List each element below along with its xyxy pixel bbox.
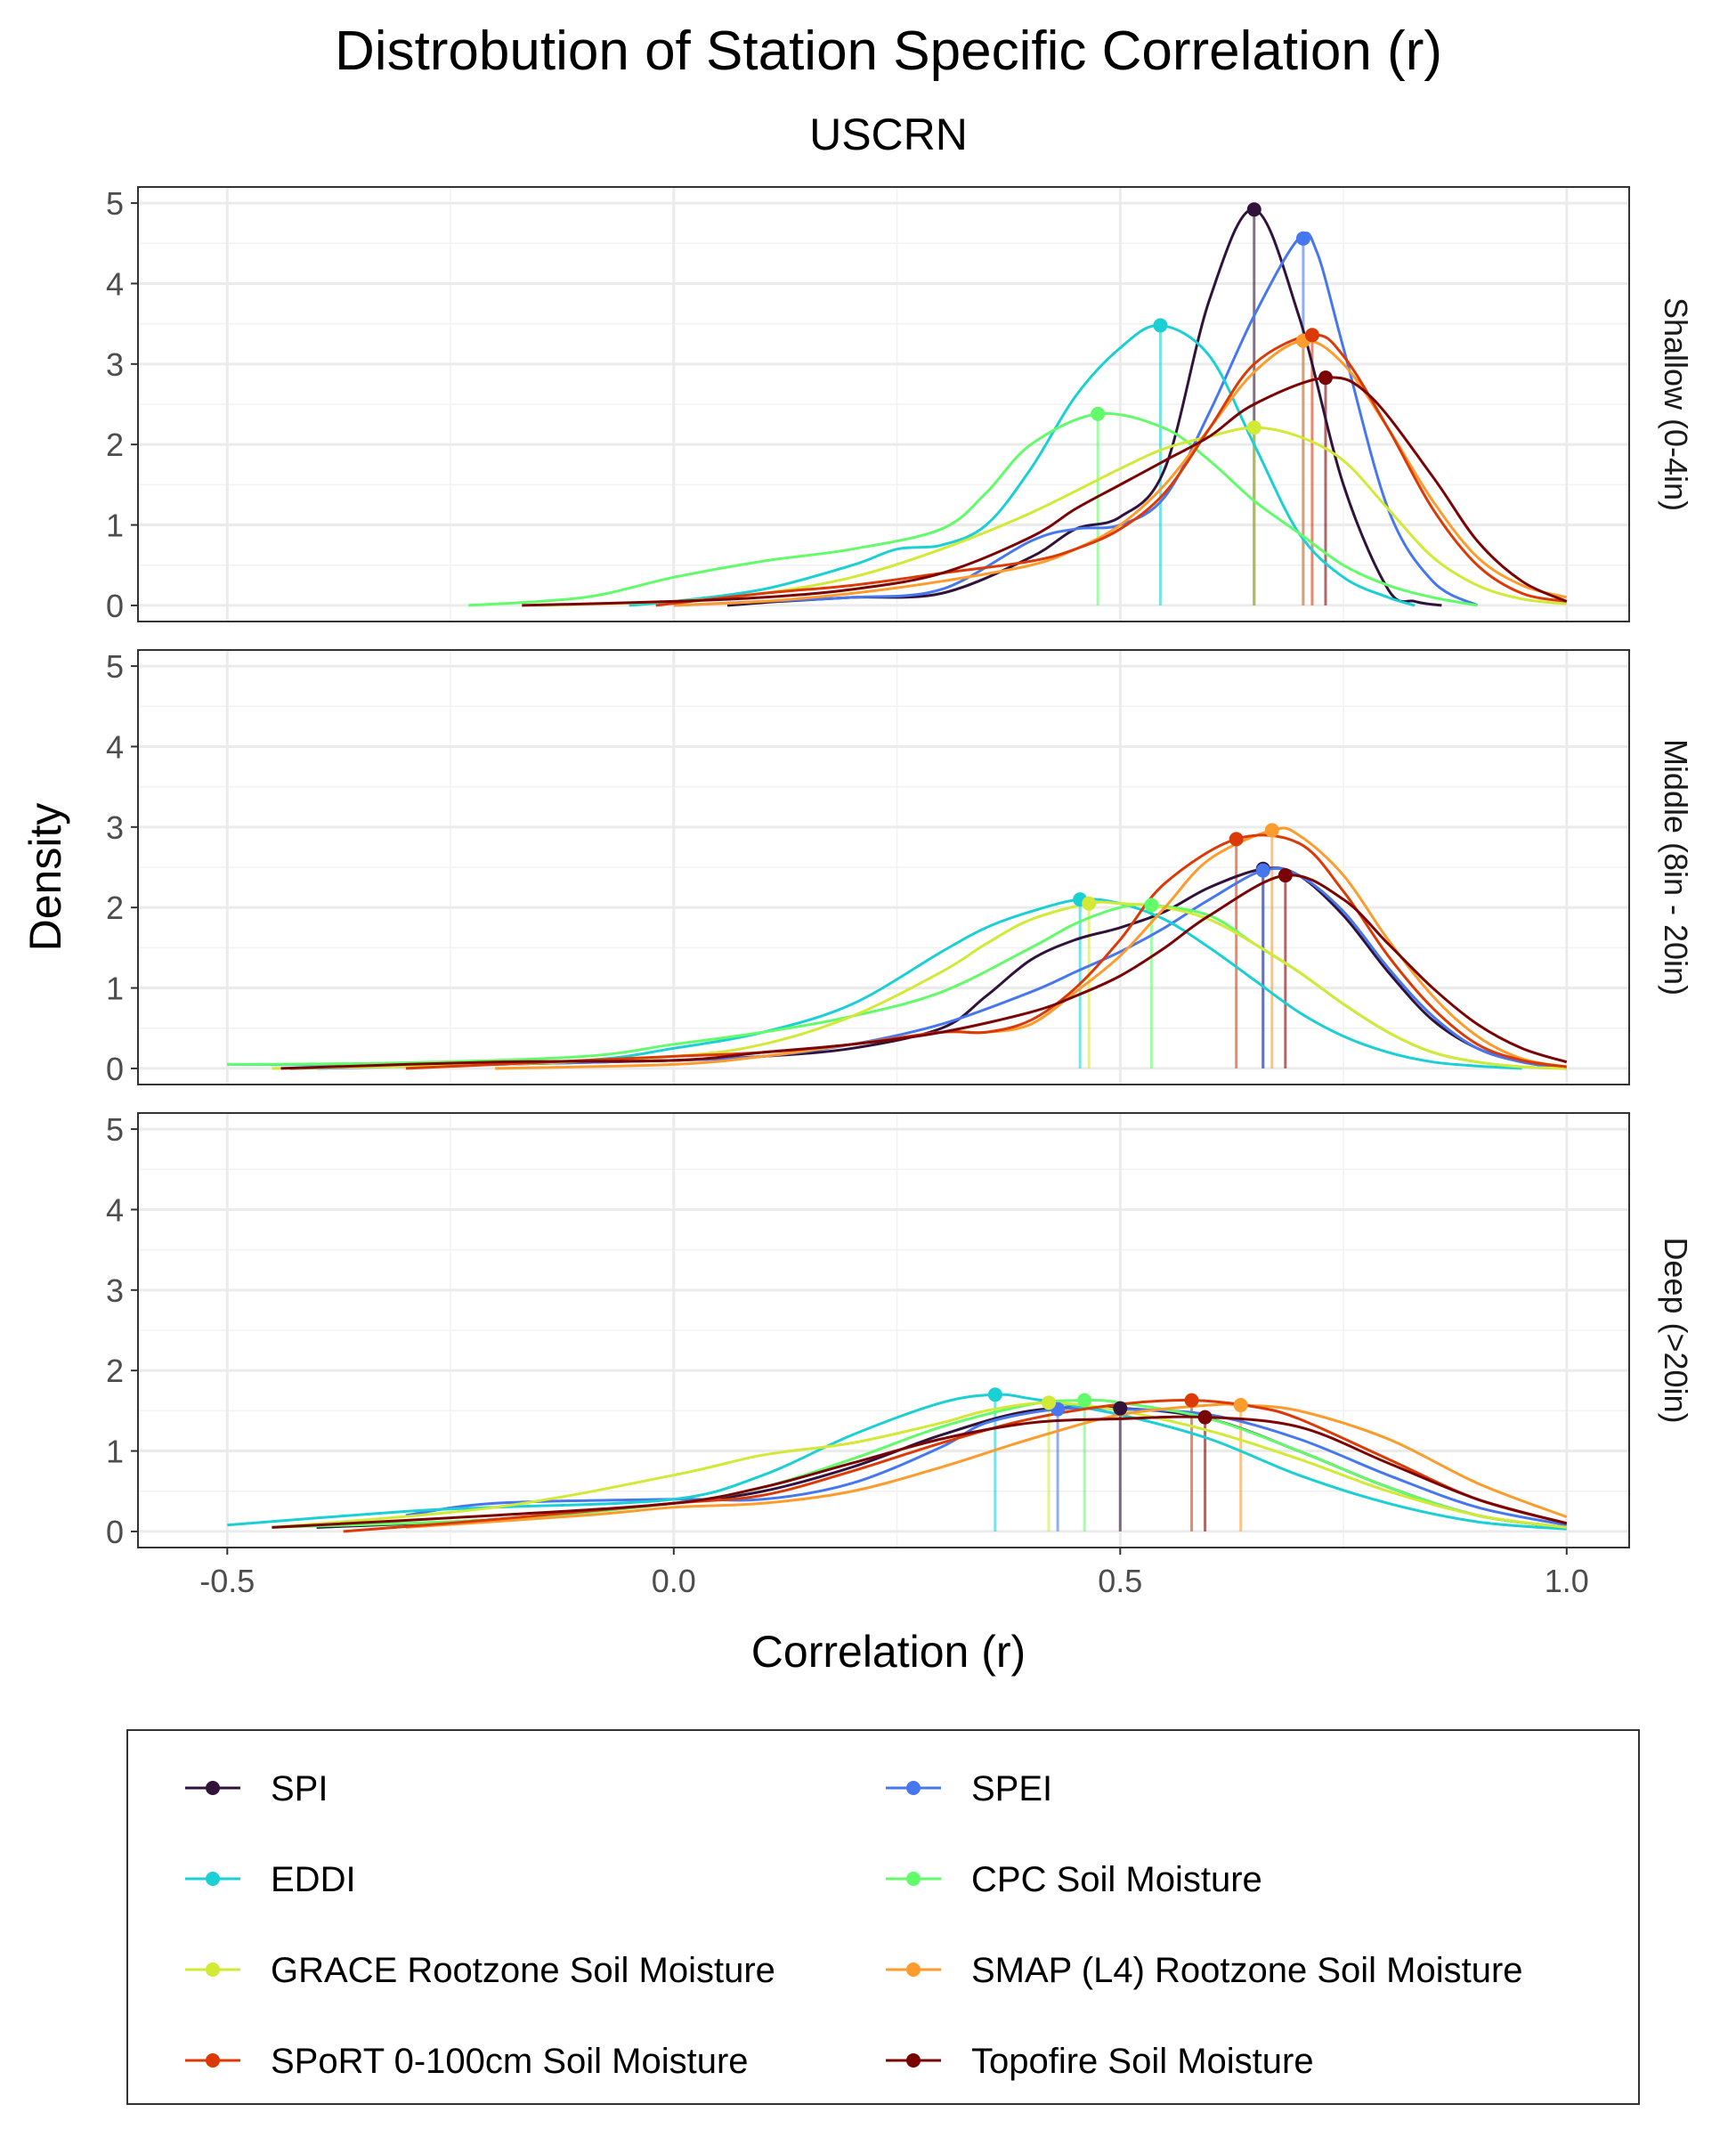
x-tick-label: 1.0 [1545, 1563, 1589, 1599]
x-axis-label: Correlation (r) [751, 1627, 1026, 1677]
legend-item: GRACE Rootzone Soil Moisture [185, 1951, 775, 1990]
y-tick-label: 0 [106, 588, 124, 624]
legend-key-point [906, 2053, 921, 2068]
density-curve-spi [726, 207, 1442, 607]
legend-key-point [906, 1962, 921, 1977]
peak-point-spi [1113, 1401, 1128, 1416]
peak-point-sport-0-100cm-soil-moisture [1304, 328, 1319, 343]
legend-label: EDDI [271, 1860, 356, 1899]
x-tick-label: -0.5 [199, 1563, 255, 1599]
x-tick-label: 0.0 [652, 1563, 696, 1599]
peak-point-spei [1255, 863, 1270, 878]
density-curve-smap-l4-rootzone-soil-moisture [405, 1402, 1568, 1529]
legend-label: Topofire Soil Moisture [971, 2042, 1314, 2081]
legend-label: CPC Soil Moisture [971, 1860, 1262, 1899]
peak-point-grace-rootzone-soil-moisture [1246, 420, 1261, 435]
legend-item: SPEI [886, 1769, 1052, 1808]
legend-item: EDDI [185, 1860, 356, 1899]
legend-item: SPoRT 0-100cm Soil Moisture [185, 2042, 749, 2081]
peak-point-topofire-soil-moisture [1197, 1410, 1213, 1425]
x-axis: -0.5 0.0 0.5 1.0 [199, 1548, 1589, 1599]
y-tick-label: 2 [106, 1353, 124, 1389]
x-tick-label: 0.5 [1098, 1563, 1142, 1599]
y-tick-label: 3 [106, 809, 124, 846]
y-tick-label: 4 [106, 265, 124, 302]
peak-point-grace-rootzone-soil-moisture [1042, 1395, 1057, 1410]
y-tick-label: 5 [106, 185, 124, 222]
y-tick-label: 3 [106, 346, 124, 383]
facet-label-deep: Deep (>20in) [1658, 1237, 1694, 1423]
peak-point-topofire-soil-moisture [1318, 370, 1333, 386]
y-tick-label: 0 [106, 1051, 124, 1087]
y-tick-label: 3 [106, 1272, 124, 1309]
facet-label-shallow: Shallow (0-4in) [1658, 297, 1694, 511]
legend-key-point [206, 2053, 220, 2068]
peak-point-grace-rootzone-soil-moisture [1082, 896, 1097, 911]
density-curve-spei [673, 232, 1479, 607]
legend-label: SPI [271, 1769, 328, 1808]
peak-point-sport-0-100cm-soil-moisture [1229, 832, 1244, 847]
legend-item: SMAP (L4) Rootzone Soil Moisture [886, 1951, 1523, 1990]
density-curve-topofire-soil-moisture [280, 873, 1568, 1070]
legend-key-point [206, 1962, 220, 1977]
peak-point-spei [1295, 231, 1310, 246]
panel-shallow: 0 1 2 3 4 5 Shallow (0-4in) [106, 185, 1694, 624]
y-tick-label: 2 [106, 427, 124, 463]
y-tick-label: 4 [106, 1191, 124, 1228]
y-tick-label: 4 [106, 728, 124, 765]
peak-point-sport-0-100cm-soil-moisture [1184, 1393, 1199, 1408]
density-curve-smap-l4-rootzone-soil-moisture [495, 826, 1568, 1070]
density-curve-cpc-soil-moisture [468, 411, 1478, 607]
legend-item: SPI [185, 1769, 328, 1808]
peak-point-cpc-soil-moisture [1077, 1393, 1092, 1408]
chart-title: Distrobution of Station Specific Correla… [335, 20, 1442, 82]
legend-label: SPEI [971, 1769, 1052, 1808]
panel-middle: 0 1 2 3 4 5 Middle (8in - 20in) [106, 648, 1694, 1087]
density-curve-sport-0-100cm-soil-moisture [405, 833, 1568, 1070]
legend-item: Topofire Soil Moisture [886, 2042, 1314, 2081]
legend-key-point [906, 1872, 921, 1886]
facet-label-middle: Middle (8in - 20in) [1658, 739, 1694, 995]
legend-item: CPC Soil Moisture [886, 1860, 1262, 1899]
peak-point-cpc-soil-moisture [1144, 898, 1159, 913]
y-tick-label: 1 [106, 1434, 124, 1470]
peak-point-smap-l4-rootzone-soil-moisture [1264, 823, 1279, 838]
peak-point-eddi [987, 1387, 1002, 1402]
legend-label: GRACE Rootzone Soil Moisture [271, 1951, 775, 1990]
peak-point-cpc-soil-moisture [1091, 406, 1106, 421]
legend-key-point [906, 1781, 921, 1795]
legend-label: SMAP (L4) Rootzone Soil Moisture [971, 1951, 1523, 1990]
legend-key-point [206, 1781, 220, 1795]
legend: SPI SPEI EDDI CPC Soil Moisture GRACE Rootzo… [126, 1729, 1640, 2105]
density-curve-topofire-soil-moisture [272, 1415, 1568, 1529]
peak-point-eddi [1153, 318, 1168, 333]
y-tick-label: 1 [106, 971, 124, 1007]
peak-point-topofire-soil-moisture [1278, 868, 1293, 883]
panel-deep: 0 1 2 3 4 5 Deep (>20in) [106, 1111, 1694, 1550]
y-tick-label: 5 [106, 648, 124, 685]
legend-key-point [206, 1872, 220, 1886]
y-tick-label: 5 [106, 1111, 124, 1148]
chart-subtitle: USCRN [809, 110, 968, 159]
y-tick-label: 0 [106, 1514, 124, 1550]
y-tick-label: 1 [106, 508, 124, 544]
y-axis-label: Density [20, 803, 70, 952]
density-curve-grace-rootzone-soil-moisture [272, 1401, 1567, 1529]
peak-point-smap-l4-rootzone-soil-moisture [1233, 1398, 1248, 1413]
legend-label: SPoRT 0-100cm Soil Moisture [271, 2042, 749, 2081]
y-tick-label: 2 [106, 890, 124, 926]
peak-point-spi [1246, 202, 1261, 217]
density-curve-topofire-soil-moisture [522, 376, 1568, 607]
